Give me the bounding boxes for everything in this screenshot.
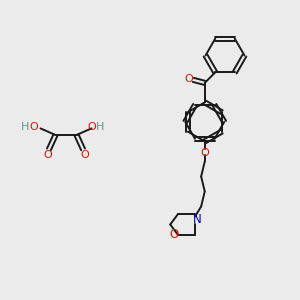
Text: O: O <box>169 229 178 242</box>
Text: O: O <box>200 148 209 158</box>
Text: O: O <box>29 122 38 133</box>
Text: O: O <box>80 150 89 160</box>
Text: O: O <box>87 122 96 133</box>
Text: H: H <box>21 122 30 133</box>
Text: N: N <box>193 214 202 226</box>
Text: O: O <box>184 74 193 84</box>
Text: O: O <box>44 150 52 160</box>
Text: H: H <box>96 122 104 133</box>
